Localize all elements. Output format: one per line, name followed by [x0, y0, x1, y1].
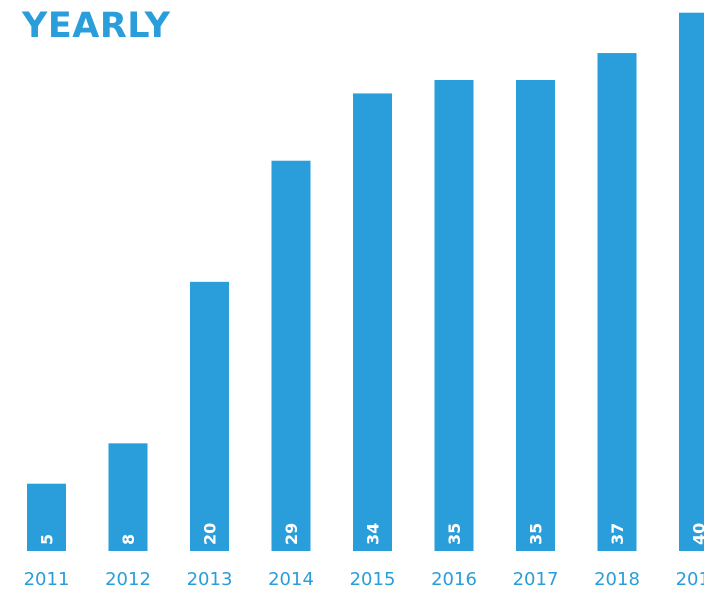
bar-2012: [108, 443, 148, 551]
x-tick-label-2016: 2016: [431, 569, 477, 590]
value-label-2016: 35: [445, 523, 464, 545]
x-tick-label-2012: 2012: [105, 569, 151, 590]
bar-2016: [434, 79, 474, 551]
value-label-2015: 34: [364, 523, 383, 545]
chart-title: YEARLY: [22, 6, 171, 46]
bar-2013: [190, 281, 229, 551]
bar-2017: [516, 79, 555, 551]
bar-2015: [353, 93, 392, 552]
bar-2018: [597, 53, 637, 552]
x-tick-label-2017: 2017: [513, 569, 559, 590]
x-tick-label-2013: 2013: [187, 569, 233, 590]
value-label-2019: 40: [690, 523, 704, 545]
bar-2014: [271, 160, 311, 551]
value-label-2018: 37: [608, 523, 627, 545]
x-tick-label-2014: 2014: [268, 569, 314, 590]
bar-2011: [27, 483, 66, 551]
bar-2019: [679, 12, 704, 552]
value-label-2017: 35: [527, 523, 546, 545]
value-label-2013: 20: [201, 523, 220, 545]
x-tick-label-2019: 2019: [676, 569, 704, 590]
x-tick-label-2018: 2018: [594, 569, 640, 590]
x-tick-label-2015: 2015: [350, 569, 396, 590]
value-label-2014: 29: [282, 523, 301, 545]
x-tick-label-2011: 2011: [24, 569, 70, 590]
value-label-2011: 5: [38, 534, 57, 545]
value-label-2012: 8: [119, 534, 138, 545]
